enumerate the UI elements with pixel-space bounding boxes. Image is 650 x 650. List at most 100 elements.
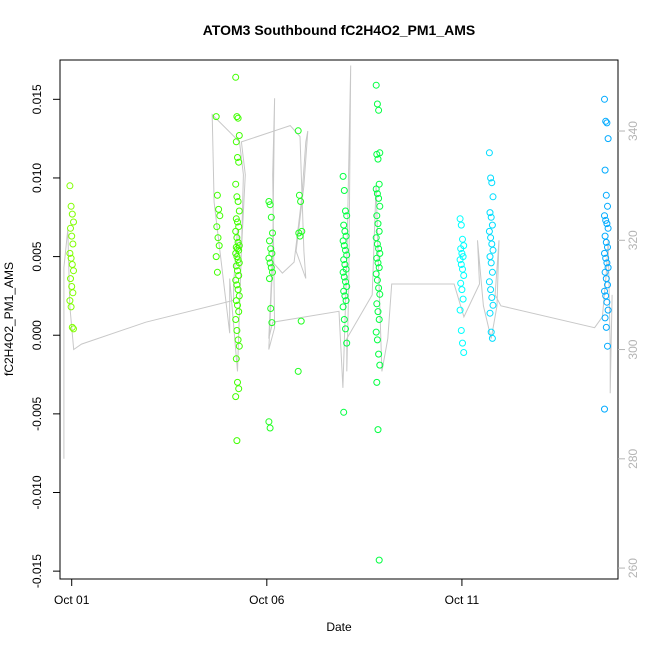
data-point	[457, 327, 465, 334]
data-point	[69, 289, 77, 297]
data-point	[234, 154, 241, 161]
data-point	[269, 268, 276, 276]
data-point	[603, 220, 611, 228]
data-point	[373, 240, 381, 248]
data-point	[342, 207, 349, 215]
point-cluster-7	[456, 215, 468, 356]
y-tick-label: 0.010	[30, 163, 44, 193]
data-point	[375, 350, 383, 358]
x-axis: Oct 01 Oct 06 Oct 11	[54, 579, 479, 607]
data-point	[373, 100, 381, 108]
data-point	[235, 385, 243, 393]
data-point	[373, 150, 381, 158]
data-point	[234, 286, 242, 294]
data-point	[294, 367, 302, 375]
data-point	[232, 276, 240, 284]
data-point	[235, 132, 243, 139]
data-point	[456, 215, 464, 223]
data-point	[66, 182, 74, 190]
data-point	[488, 294, 496, 301]
data-point	[235, 158, 243, 166]
data-point	[601, 166, 609, 174]
data-point	[342, 278, 349, 286]
data-point	[487, 174, 495, 182]
data-point	[488, 268, 496, 276]
data-point	[67, 303, 75, 311]
data-point	[487, 286, 495, 294]
data-point	[70, 218, 77, 226]
data-point	[232, 393, 240, 401]
y-right-tick-label: 340	[626, 121, 640, 141]
data-point	[601, 232, 609, 240]
data-point	[601, 95, 608, 103]
data-point	[601, 212, 608, 220]
data-point	[266, 424, 274, 432]
data-point	[604, 224, 612, 232]
data-point	[341, 227, 349, 235]
data-point	[601, 314, 609, 322]
data-point	[340, 408, 348, 416]
data-point	[602, 323, 610, 331]
data-point	[602, 275, 610, 283]
data-point	[234, 245, 241, 253]
data-point	[601, 287, 608, 295]
point-cluster-8	[485, 149, 497, 342]
data-point	[342, 246, 349, 254]
x-tick-label: Oct 11	[445, 593, 480, 607]
data-point	[233, 234, 241, 242]
data-point	[601, 249, 608, 257]
data-point	[67, 202, 75, 210]
plot-frame	[59, 59, 619, 580]
data-point	[489, 301, 497, 309]
data-point	[602, 117, 610, 125]
data-point	[267, 264, 275, 272]
data-point	[376, 202, 384, 210]
data-point	[69, 240, 77, 248]
data-point	[343, 212, 351, 220]
data-point	[212, 113, 220, 121]
data-point	[603, 298, 611, 306]
data-point	[340, 316, 348, 323]
data-point	[342, 325, 349, 333]
data-point	[373, 254, 381, 262]
data-point	[340, 221, 348, 229]
y-axis-label: fC2H4O2_PM1_AMS	[2, 262, 16, 376]
data-point	[232, 227, 240, 235]
point-cluster-2	[232, 73, 243, 445]
data-point	[376, 290, 384, 298]
data-point	[373, 190, 381, 198]
data-point	[232, 180, 240, 188]
data-point	[234, 114, 242, 122]
data-point	[458, 286, 466, 294]
data-point	[459, 295, 467, 303]
data-point	[487, 234, 495, 242]
data-point	[374, 155, 382, 163]
data-point	[213, 268, 221, 276]
y-tick-label: -0.010	[30, 475, 44, 509]
data-point	[297, 198, 305, 205]
data-point	[485, 149, 493, 157]
data-point	[487, 213, 495, 221]
data-point	[602, 191, 610, 199]
data-point	[373, 300, 381, 308]
data-point	[375, 264, 383, 272]
data-point	[234, 218, 241, 226]
data-point	[296, 232, 304, 240]
data-point	[459, 339, 466, 347]
data-point	[457, 221, 465, 229]
data-point	[488, 334, 496, 342]
data-point	[376, 361, 384, 369]
altitude-trace-line	[63, 65, 613, 459]
data-point	[340, 256, 348, 264]
data-point	[232, 249, 240, 257]
data-point	[68, 261, 76, 268]
data-point	[66, 249, 74, 257]
data-point	[339, 172, 347, 180]
data-point	[67, 275, 74, 283]
data-point	[265, 198, 273, 205]
data-point	[232, 73, 240, 81]
data-point	[232, 355, 240, 363]
data-point	[233, 113, 241, 121]
data-point	[375, 106, 383, 114]
y-right-tick-label: 280	[626, 448, 640, 468]
